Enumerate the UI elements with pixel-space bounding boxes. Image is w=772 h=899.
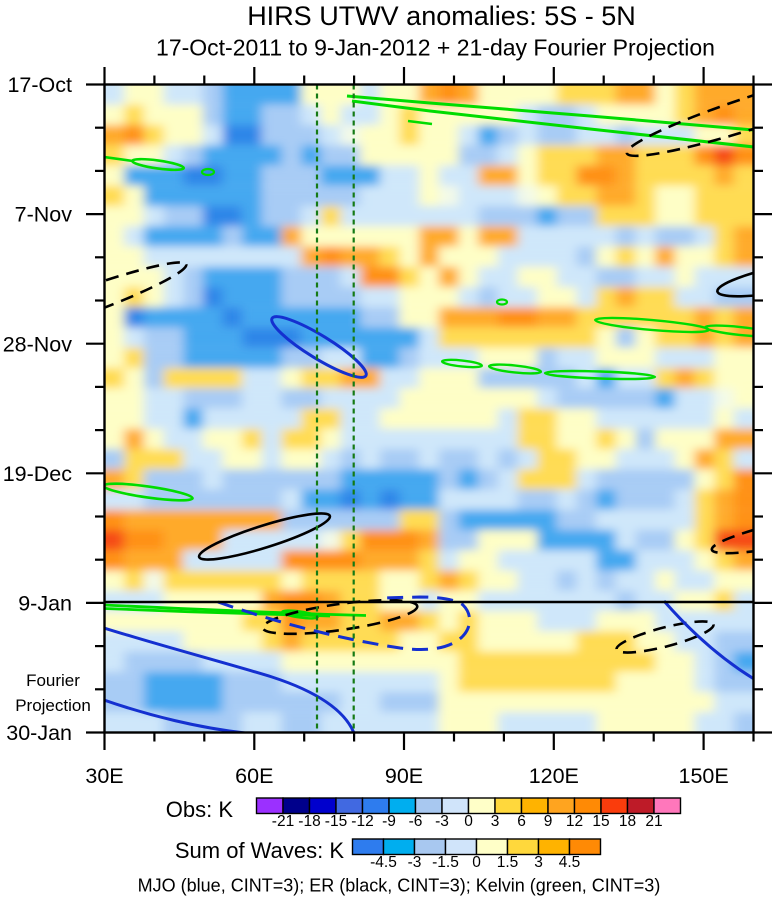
svg-text:17-Oct: 17-Oct	[7, 73, 72, 97]
svg-text:-15: -15	[325, 813, 347, 830]
svg-text:60E: 60E	[235, 764, 273, 788]
svg-text:90E: 90E	[385, 764, 423, 788]
svg-text:1.5: 1.5	[497, 854, 519, 871]
svg-text:6: 6	[517, 813, 526, 830]
svg-text:-1.5: -1.5	[432, 854, 459, 871]
svg-text:Obs: K: Obs: K	[166, 797, 234, 822]
svg-text:15: 15	[592, 813, 609, 830]
svg-text:-6: -6	[409, 813, 423, 830]
svg-text:9-Jan: 9-Jan	[18, 592, 72, 616]
svg-text:-21: -21	[272, 813, 294, 830]
svg-text:0: 0	[464, 813, 473, 830]
svg-text:120E: 120E	[529, 764, 579, 788]
svg-text:-3: -3	[408, 854, 422, 871]
svg-text:150E: 150E	[678, 764, 728, 788]
svg-text:Fourier: Fourier	[26, 671, 80, 690]
svg-text:12: 12	[566, 813, 583, 830]
svg-text:-9: -9	[382, 813, 396, 830]
svg-text:Sum of Waves: K: Sum of Waves: K	[175, 838, 344, 863]
svg-text:9: 9	[544, 813, 553, 830]
svg-text:MJO (blue, CINT=3); ER (black,: MJO (blue, CINT=3); ER (black, CINT=3); …	[138, 876, 661, 896]
svg-text:21: 21	[645, 813, 662, 830]
svg-text:18: 18	[619, 813, 636, 830]
svg-text:30-Jan: 30-Jan	[6, 721, 72, 745]
svg-text:3: 3	[491, 813, 500, 830]
svg-text:-18: -18	[298, 813, 320, 830]
svg-text:0: 0	[472, 854, 481, 871]
svg-text:19-Dec: 19-Dec	[3, 462, 73, 486]
svg-text:-12: -12	[351, 813, 373, 830]
svg-text:28-Nov: 28-Nov	[3, 332, 73, 356]
svg-text:Projection: Projection	[15, 696, 91, 715]
svg-text:30E: 30E	[85, 764, 123, 788]
svg-text:17-Oct-2011 to 9-Jan-2012 + 21: 17-Oct-2011 to 9-Jan-2012 + 21-day Fouri…	[156, 35, 715, 61]
svg-text:-3: -3	[435, 813, 449, 830]
svg-text:4.5: 4.5	[559, 854, 581, 871]
svg-text:3: 3	[534, 854, 543, 871]
svg-text:-4.5: -4.5	[370, 854, 397, 871]
svg-text:7-Nov: 7-Nov	[15, 203, 73, 227]
svg-text:HIRS UTWV anomalies: 5S - 5N: HIRS UTWV anomalies: 5S - 5N	[247, 1, 636, 31]
